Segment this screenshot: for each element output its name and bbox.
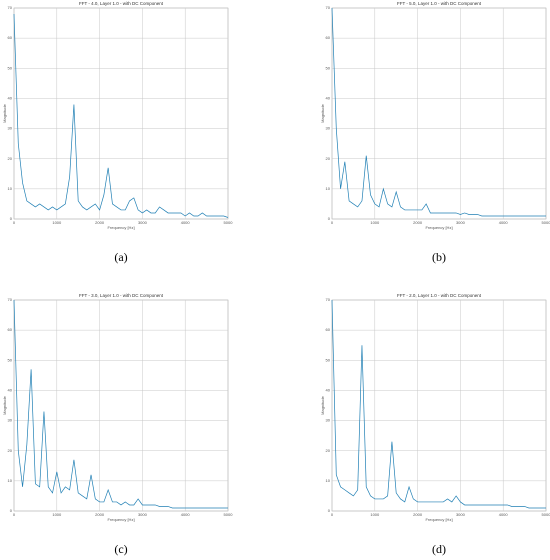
x-tick-label: 2000 [95, 220, 105, 225]
y-tick-label: 30 [326, 418, 331, 423]
x-tick-label: 1000 [370, 220, 380, 225]
y-tick-label: 50 [326, 65, 331, 70]
x-axis-label: Frequency [Hz] [425, 517, 452, 522]
y-tick-label: 30 [8, 418, 13, 423]
x-tick-label: 1000 [52, 512, 62, 517]
chart-title: FFT - 4.0, Layer 1.0 - with DC Component [79, 1, 164, 6]
y-tick-label: 0 [328, 216, 331, 221]
plot-area [13, 299, 229, 512]
y-tick-label: 10 [8, 186, 13, 191]
y-tick-label: 50 [8, 65, 13, 70]
x-tick-label: 0 [331, 512, 334, 517]
y-axis-label: Magnitude [320, 103, 325, 122]
y-tick-label: 10 [326, 478, 331, 483]
chart-title: FFT - 2.0, Layer 1.0 - with DC Component [397, 293, 482, 298]
y-tick-label: 0 [328, 508, 331, 513]
x-tick-label: 0 [331, 220, 334, 225]
x-axis-label: Frequency [Hz] [107, 517, 134, 522]
x-tick-label: 3000 [456, 512, 466, 517]
y-tick-label: 0 [10, 216, 13, 221]
chart-title: FFT - 5.0, Layer 1.0 - with DC Component [397, 1, 482, 6]
y-tick-label: 20 [326, 448, 331, 453]
x-axis-label: Frequency [Hz] [425, 225, 452, 230]
y-tick-label: 30 [326, 126, 331, 131]
x-tick-label: 4000 [499, 220, 509, 225]
y-tick-label: 60 [8, 35, 13, 40]
x-tick-label: 3000 [138, 512, 148, 517]
y-tick-label: 40 [326, 387, 331, 392]
fft-line [331, 299, 546, 509]
y-tick-label: 10 [8, 478, 13, 483]
y-tick-label: 20 [8, 156, 13, 161]
panel-label: (c) [114, 542, 127, 556]
x-tick-label: 5000 [542, 220, 550, 225]
x-tick-label: 4000 [499, 512, 509, 517]
x-axis-label: Frequency [Hz] [107, 225, 134, 230]
chart-title: FFT - 3.0, Layer 1.0 - with DC Component [79, 293, 164, 298]
y-tick-label: 0 [10, 508, 13, 513]
y-tick-label: 60 [326, 35, 331, 40]
y-tick-label: 70 [326, 5, 331, 10]
y-tick-label: 70 [8, 297, 13, 302]
x-tick-label: 1000 [52, 220, 62, 225]
y-tick-label: 60 [8, 327, 13, 332]
y-axis-label: Magnitude [2, 395, 7, 414]
fft-line [331, 7, 546, 217]
y-tick-label: 40 [326, 95, 331, 100]
y-tick-label: 50 [326, 357, 331, 362]
plot-area [331, 7, 547, 220]
x-tick-label: 4000 [181, 512, 191, 517]
y-tick-label: 70 [326, 297, 331, 302]
x-tick-label: 5000 [224, 220, 234, 225]
y-tick-label: 60 [326, 327, 331, 332]
y-tick-label: 70 [8, 5, 13, 10]
y-axis-label: Magnitude [320, 395, 325, 414]
x-tick-label: 4000 [181, 220, 191, 225]
x-tick-label: 3000 [138, 220, 148, 225]
panel-label: (a) [114, 250, 127, 264]
plot-area [331, 299, 547, 512]
x-tick-label: 2000 [413, 220, 423, 225]
plot-area [13, 7, 229, 220]
x-tick-label: 2000 [95, 512, 105, 517]
y-tick-label: 50 [8, 357, 13, 362]
fft-line [13, 299, 228, 509]
x-tick-label: 5000 [224, 512, 234, 517]
fft-line [13, 14, 229, 218]
panel-label: (b) [432, 250, 446, 264]
y-tick-label: 20 [8, 448, 13, 453]
y-tick-label: 30 [8, 126, 13, 131]
panel-label: (d) [432, 542, 446, 556]
y-tick-label: 10 [326, 186, 331, 191]
x-tick-label: 5000 [542, 512, 550, 517]
x-tick-label: 1000 [370, 512, 380, 517]
x-tick-label: 3000 [456, 220, 466, 225]
x-tick-label: 0 [13, 512, 16, 517]
y-tick-label: 20 [326, 156, 331, 161]
y-tick-label: 40 [8, 95, 13, 100]
x-tick-label: 2000 [413, 512, 423, 517]
x-tick-label: 0 [13, 220, 16, 225]
y-tick-label: 40 [8, 387, 13, 392]
y-axis-label: Magnitude [2, 103, 7, 122]
